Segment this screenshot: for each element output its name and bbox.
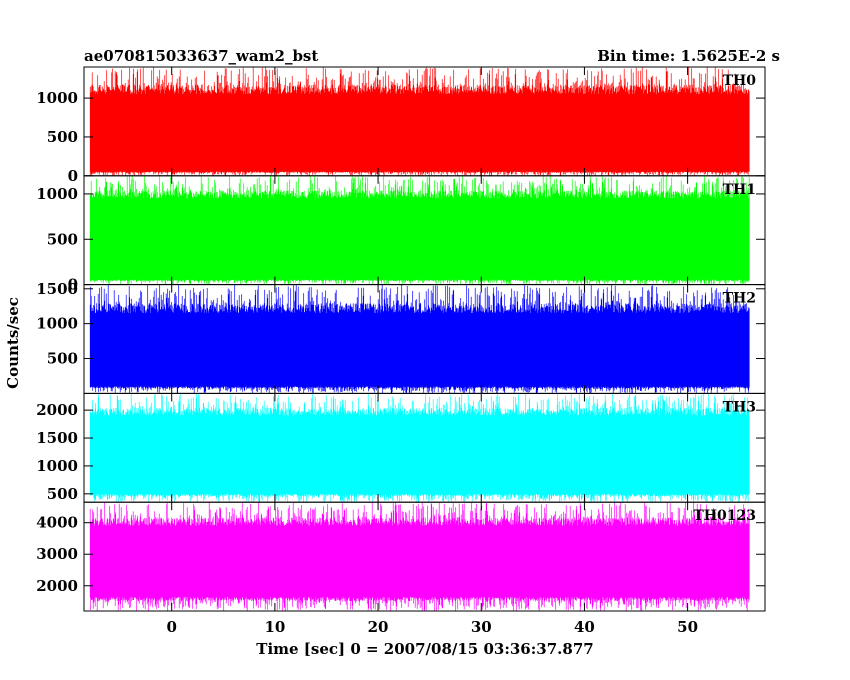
x-tick-label: 0 [166, 618, 176, 636]
y-tick-label-th0: 1000 [36, 89, 78, 107]
y-tick-label-th2: 1000 [36, 315, 78, 333]
panel-label-th3: TH3 [723, 399, 756, 415]
y-tick-label-th3: 2000 [36, 401, 78, 419]
y-tick-label-th0123: 4000 [36, 514, 78, 532]
y-tick-label-th1: 0 [68, 276, 78, 294]
x-axis-label: Time [sec] 0 = 2007/08/15 03:36:37.877 [256, 640, 593, 658]
x-tick-label: 40 [574, 618, 595, 636]
bin-time-label: Bin time: 1.5625E-2 s [597, 47, 780, 65]
y-tick-label-th2: 1500 [36, 280, 78, 298]
x-tick-label: 10 [264, 618, 285, 636]
y-tick-label-th2: 500 [47, 350, 78, 368]
panel-frame-th0123 [83, 501, 766, 612]
y-tick-label-th3: 1500 [36, 429, 78, 447]
panel-label-th0123: TH0123 [693, 508, 756, 524]
panel-th1: 0 500 1000 TH1 [36, 175, 766, 294]
y-tick-label-th0123: 3000 [36, 545, 78, 563]
y-tick-label-th0123: 2000 [36, 577, 78, 595]
y-axis-label: Counts/sec [4, 297, 22, 389]
panel-th2: 500 1000 1500 TH2 [36, 280, 766, 394]
y-tick-label-th1: 500 [47, 230, 78, 248]
y-tick-label-th3: 500 [47, 485, 78, 503]
panel-th3: 500 1000 1500 2000 TH3 [36, 392, 766, 503]
series-band-th0123 [90, 525, 750, 597]
panel-th0123: 2000 3000 4000 TH0123 [36, 501, 766, 612]
y-tick-label-th1: 1000 [36, 185, 78, 203]
y-tick-label-th3: 1000 [36, 457, 78, 475]
panel-label-th0: TH0 [723, 73, 757, 89]
chart-title: ae070815033637_wam2_bst [84, 47, 318, 65]
y-tick-label-th0: 0 [68, 167, 78, 185]
x-tick-label: 30 [471, 618, 492, 636]
panel-th0: 0 500 1000 TH0 [36, 66, 766, 185]
x-tick-label: 20 [368, 618, 389, 636]
x-tick-label: 50 [677, 618, 698, 636]
series-band-th2 [90, 313, 750, 387]
panel-label-th2: TH2 [723, 291, 756, 307]
series-band-th3 [90, 415, 750, 494]
series-band-th0 [90, 94, 750, 172]
y-tick-label-th0: 500 [47, 128, 78, 146]
panel-label-th1: TH1 [723, 182, 756, 198]
series-band-th1 [90, 198, 750, 280]
